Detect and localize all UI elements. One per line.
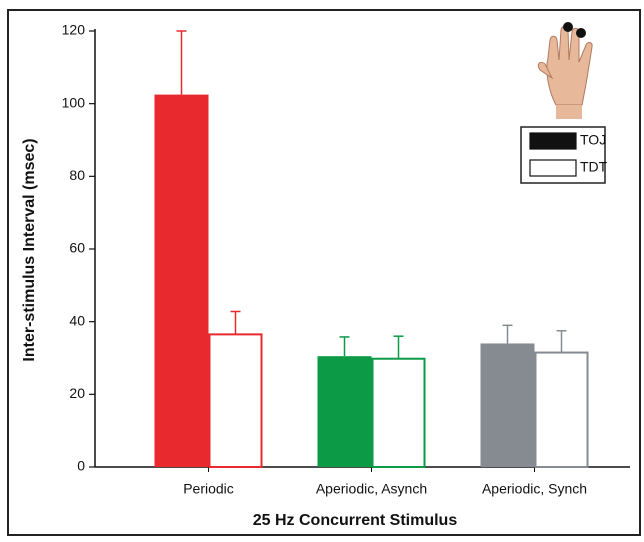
legend-swatch bbox=[529, 159, 577, 177]
y-axis-title: Inter-stimulus Interval (msec) bbox=[21, 138, 38, 361]
y-tick-label: 20 bbox=[69, 385, 85, 401]
x-tick-label: Aperiodic, Synch bbox=[482, 481, 587, 497]
y-tick-label: 0 bbox=[77, 458, 85, 474]
y-tick-label: 40 bbox=[69, 312, 85, 328]
legend-label: TDT bbox=[580, 159, 608, 175]
x-tick-label: Aperiodic, Asynch bbox=[316, 481, 427, 497]
bar bbox=[480, 343, 535, 467]
hand-icon bbox=[537, 22, 593, 119]
legend-swatch bbox=[529, 132, 577, 150]
y-tick-label: 120 bbox=[62, 22, 86, 38]
x-tick-label: Periodic bbox=[183, 481, 234, 497]
legend-label: TOJ bbox=[580, 132, 606, 148]
bar bbox=[371, 357, 426, 468]
x-axis-title: 25 Hz Concurrent Stimulus bbox=[253, 512, 458, 529]
bar bbox=[534, 351, 589, 468]
y-tick-label: 80 bbox=[69, 167, 85, 183]
y-tick-label: 60 bbox=[69, 240, 85, 256]
bar bbox=[317, 356, 372, 467]
bar bbox=[154, 94, 209, 467]
bar bbox=[208, 333, 263, 468]
y-tick-label: 100 bbox=[62, 94, 86, 110]
